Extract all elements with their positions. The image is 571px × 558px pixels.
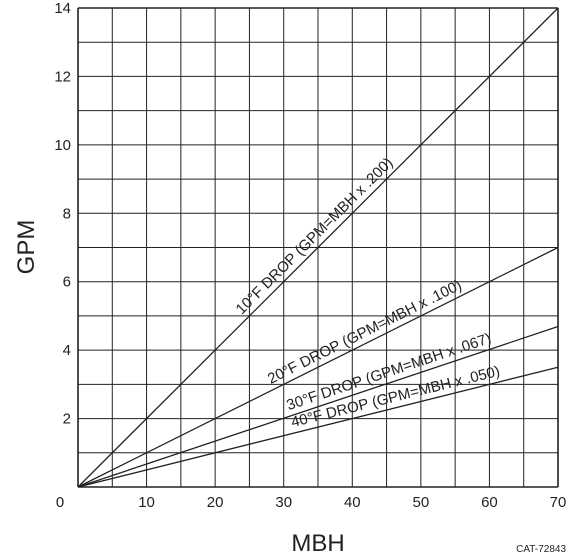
x-tick-label: 30 (275, 494, 292, 511)
y-tick-label: 14 (54, 0, 71, 17)
y-tick-label: 10 (54, 137, 71, 154)
y-tick-label: 4 (63, 342, 71, 359)
y-tick-label: 6 (63, 274, 71, 291)
x-tick-labels: 0 10 20 30 40 50 60 70 (56, 494, 567, 511)
y-tick-label: 8 (63, 205, 71, 222)
x-tick-label: 10 (138, 494, 155, 511)
x-tick-label: 50 (413, 494, 430, 511)
series-lines (77, 7, 559, 488)
series-line-4 (77, 366, 559, 488)
series-line-2 (77, 246, 559, 488)
catalog-number: CAT-72843 (516, 544, 566, 555)
x-tick-label: 0 (56, 494, 64, 511)
series-line-3 (77, 325, 559, 488)
series-line-1 (77, 7, 559, 488)
y-axis-title: GPM (13, 220, 40, 275)
y-tick-label: 2 (63, 411, 71, 428)
y-tick-label: 12 (54, 68, 71, 85)
x-tick-label: 20 (207, 494, 224, 511)
x-tick-label: 60 (481, 494, 498, 511)
x-axis-title: MBH (291, 530, 344, 557)
grid (77, 7, 559, 488)
y-tick-labels: 2 4 6 8 10 12 14 (54, 0, 71, 428)
x-tick-label: 40 (344, 494, 361, 511)
x-tick-label: 70 (550, 494, 567, 511)
